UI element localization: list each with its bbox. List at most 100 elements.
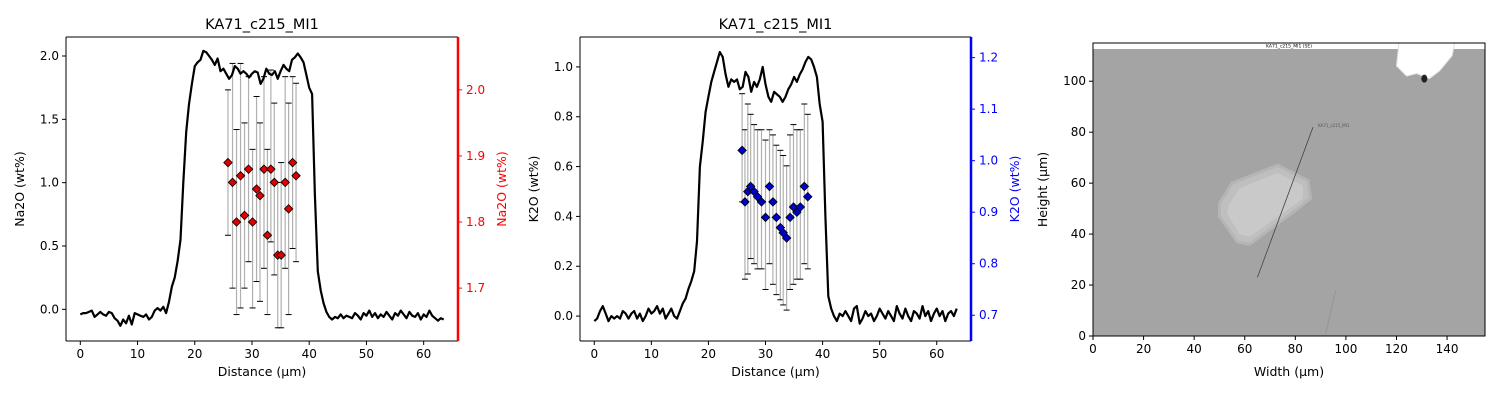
y-tick-label-right: 1.1: [979, 102, 998, 116]
x-tick-label: 50: [359, 347, 374, 361]
transect-label: KA71_c215_MI1: [1318, 123, 1350, 128]
x-tick-label: 0: [76, 347, 84, 361]
y-tick-label: 1.5: [40, 112, 59, 126]
y-tick-label-right: 0.9: [979, 205, 998, 219]
y-tick-label: 0.4: [554, 209, 573, 223]
data-point: [235, 171, 246, 181]
y-tick-label: 0.2: [554, 259, 573, 273]
y-tick-label: 100: [1063, 74, 1086, 88]
y-tick-label: 0.0: [40, 302, 59, 316]
x-tick-label: 50: [872, 347, 887, 361]
y-tick-label: 0.6: [554, 160, 573, 174]
x-tick-label: 60: [1237, 342, 1252, 356]
scratch-line: [1325, 290, 1337, 334]
data-point: [781, 233, 792, 243]
y-tick-label-right: 0.8: [979, 257, 998, 271]
x-tick-label: 0: [590, 347, 598, 361]
profile-line: [593, 50, 958, 325]
data-point: [262, 230, 273, 241]
data-point: [287, 157, 298, 168]
data-point: [740, 197, 750, 207]
y-tick-label: 0.8: [554, 110, 573, 124]
y-axis-label: K2O (wt%): [526, 156, 541, 223]
x-tick-label: 40: [815, 347, 830, 361]
x-tick-label: 20: [701, 347, 716, 361]
data-point: [291, 171, 301, 181]
data-point: [227, 177, 238, 188]
x-tick-label: 20: [187, 347, 202, 361]
data-point: [276, 250, 286, 260]
x-tick-label: 10: [130, 347, 145, 361]
data-point: [760, 212, 771, 223]
y-tick-label-right: 2.0: [466, 83, 485, 97]
y-tick-label: 60: [1071, 176, 1086, 190]
data-point: [251, 184, 262, 194]
y-tick-label-right: 1.2: [979, 51, 998, 65]
y-tick-label: 0: [1078, 329, 1086, 343]
x-tick-label: 100: [1334, 342, 1357, 356]
x-tick-label: 140: [1436, 342, 1459, 356]
profile-line: [79, 49, 445, 327]
bright-grain: [1395, 42, 1456, 80]
data-point: [223, 157, 233, 168]
y-axis-label: Na2O (wt%): [12, 151, 27, 227]
data-point: [269, 177, 280, 188]
y-tick-label-right: 1.8: [466, 215, 485, 229]
y-axis-label: Height (µm): [1035, 152, 1050, 227]
y-tick-label-right: 0.7: [979, 308, 998, 322]
data-point: [266, 164, 276, 174]
transect-line: [1257, 126, 1314, 278]
y-tick-label: 0.5: [40, 239, 59, 253]
image-frame: [1092, 42, 1486, 337]
x-tick-label: 80: [1288, 342, 1303, 356]
data-point: [799, 181, 810, 192]
dark-spot: [1421, 74, 1428, 83]
data-point: [259, 164, 269, 174]
x-tick-label: 120: [1385, 342, 1408, 356]
data-point: [785, 212, 795, 223]
data-point: [756, 197, 767, 207]
data-point: [802, 191, 813, 202]
data-point: [737, 145, 747, 156]
x-tick-label: 60: [929, 347, 944, 361]
k2o-profile-panel: 0 10 20 30 40 50 60 0.0 0.2 0.4 0.6 0.8 1.0 0.7 0.8 0.9…: [526, 17, 1022, 379]
na2o-profile-panel: 0 10 20 30 40 50 60 0.0 0.5 1.0 1.5 2.0 1.7 1.8 1.9 2.0…: [12, 17, 509, 379]
x-tick-label: 40: [1187, 342, 1202, 356]
data-point: [768, 197, 778, 207]
x-tick-label: 0: [1089, 342, 1097, 356]
x-tick-label: 20: [1136, 342, 1151, 356]
y-tick-label: 1.0: [40, 176, 59, 190]
x-tick-label: 60: [416, 347, 431, 361]
data-point: [283, 204, 294, 214]
x-tick-label: 30: [244, 347, 259, 361]
data-point: [771, 212, 782, 223]
x-tick-label: 30: [758, 347, 773, 361]
x-axis-label: Width (µm): [1254, 364, 1324, 379]
data-point: [255, 190, 265, 201]
x-tick-label: 40: [302, 347, 317, 361]
y-tick-label: 1.0: [554, 60, 573, 74]
y-tick-label-right: 1.9: [466, 149, 485, 163]
y-tick-label: 0.0: [554, 309, 573, 323]
sem-caption-strip: [1093, 43, 1485, 49]
y-tick-label: 80: [1071, 125, 1086, 139]
melt-inclusion-core: [1227, 172, 1303, 237]
data-point: [231, 217, 242, 227]
data-point: [764, 181, 775, 192]
y-tick-label-right: 1.0: [979, 154, 998, 168]
sem-image-panel: KA71_c215_MI1 (SE) KA71_c215_MI1 0 20 40 60 80…: [1035, 42, 1486, 379]
x-tick-label: 10: [644, 347, 659, 361]
data-point: [280, 177, 290, 188]
sem-caption: KA71_c215_MI1 (SE): [1266, 44, 1312, 50]
data-point: [752, 191, 763, 202]
y-tick-label-right: 1.7: [466, 281, 485, 295]
x-axis-label: Distance (µm): [218, 364, 307, 379]
y-tick-label: 2.0: [40, 49, 59, 63]
data-point: [243, 164, 254, 174]
data-point: [247, 217, 258, 227]
y-axis-label-right: K2O (wt%): [1007, 156, 1022, 223]
x-axis-label: Distance (µm): [731, 364, 820, 379]
y-tick-label: 40: [1071, 227, 1086, 241]
chart-title: KA71_c215_MI1: [205, 17, 319, 33]
